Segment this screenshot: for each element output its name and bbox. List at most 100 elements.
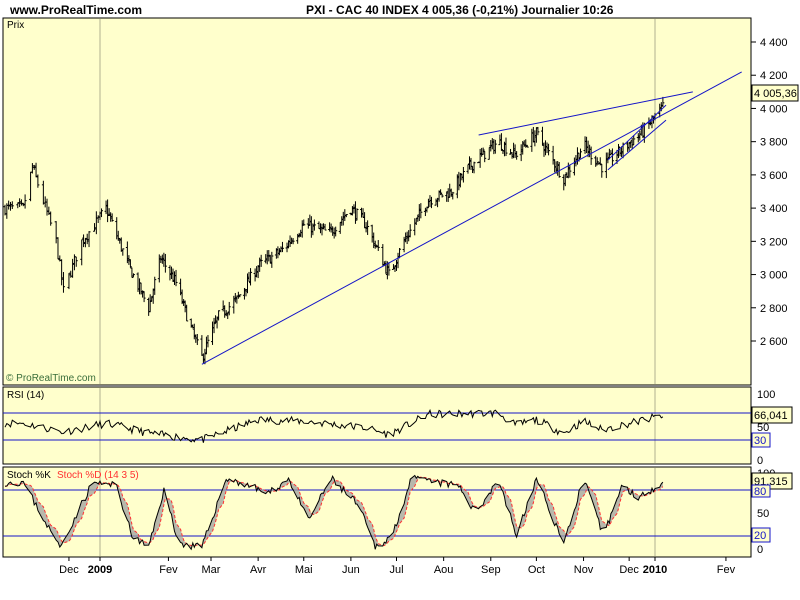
month-label: Aou [434, 564, 454, 576]
chart-title: PXI - CAC 40 INDEX 4 005,36 (-0,21%) Jou… [306, 3, 614, 17]
ohlc-bar [525, 144, 529, 148]
ohlc-bar [93, 223, 97, 232]
ohlc-bar [398, 248, 402, 259]
ohlc-bar [472, 161, 476, 174]
ohlc-bar [595, 157, 599, 166]
ohlc-bar [302, 219, 306, 226]
ohlc-bar [387, 262, 391, 276]
ohlc-bar [440, 193, 444, 198]
ohlc-bar [80, 239, 84, 266]
stoch-k-label: Stoch %K [7, 470, 51, 481]
ohlc-bar [291, 238, 295, 245]
rsi-axis: 100 50 0 [757, 389, 775, 467]
ohlc-bar [34, 162, 38, 178]
ohlc-bar [49, 211, 53, 226]
ohlc-bar [71, 258, 75, 278]
price-tick-label: 2 800 [760, 303, 788, 315]
month-label: Dec [619, 564, 639, 576]
year-gridlines [99, 19, 656, 556]
ohlc-bar [547, 143, 551, 156]
stoch-k-line [4, 474, 664, 551]
stoch-lower-text: 20 [754, 530, 766, 542]
price-tick-label: 3 200 [760, 236, 788, 248]
trendlines [201, 71, 742, 365]
ohlc-bar [451, 191, 455, 200]
ohlc-bar [499, 133, 503, 151]
ohlc-bar [83, 237, 87, 248]
month-label: Oct [528, 564, 545, 576]
ohlc-bar [18, 198, 22, 208]
rsi-panel [2, 386, 752, 465]
ohlc-bar [153, 276, 157, 295]
rsi-tick-label: 50 [757, 422, 769, 434]
ohlc-bar [568, 165, 572, 178]
ohlc-bar [16, 202, 20, 209]
price-tick-label: 3 800 [760, 137, 788, 149]
price-tick-label: 3 400 [760, 203, 788, 215]
ohlc-bar [60, 259, 64, 286]
x-axis: Dec 2009 Fev Mar Avr Mai Jun Jul Aou Sep Oct Nov Dec… [59, 557, 736, 576]
ohlc-bar [536, 126, 540, 136]
ohlc-bar [270, 251, 274, 268]
last-price-text: 4 005,36 [754, 88, 797, 100]
ohlc-bar [67, 272, 71, 290]
ohlc-bar [206, 335, 210, 348]
month-label: Dec [59, 564, 79, 576]
ohlc-bar [493, 139, 497, 154]
ohlc-bar [142, 291, 146, 303]
price-axis: 4 400 4 200 4 000 3 800 3 600 3 400 3 200 3 000… [751, 37, 788, 348]
ohlc-bar [249, 268, 253, 286]
stoch-levels [3, 489, 751, 537]
price-panel-label: Prix [7, 20, 24, 31]
trendline [607, 104, 667, 161]
ohlc-bar [600, 163, 604, 178]
stoch-tick-label: 50 [757, 508, 769, 520]
ohlc-bar [87, 231, 91, 248]
ohlc-bar [661, 96, 665, 107]
stoch-lower-badge: 20 [751, 527, 771, 543]
month-label: Fev [159, 564, 178, 576]
ohlc-bar [515, 151, 519, 160]
ohlc-series [3, 96, 665, 365]
ohlc-bar [32, 164, 36, 170]
ohlc-bar [334, 226, 338, 237]
ohlc-bar [481, 147, 485, 156]
stoch-upper-badge: 80 [751, 484, 771, 498]
ohlc-bar [610, 148, 614, 167]
ohlc-bar [355, 208, 359, 221]
price-panel [2, 17, 752, 386]
ohlc-bar [238, 294, 242, 298]
ohlc-bar [30, 163, 34, 174]
month-label: Avr [250, 564, 267, 576]
ohlc-bar [376, 240, 380, 251]
ohlc-bar [483, 150, 487, 163]
ohlc-bar [195, 334, 199, 346]
ohlc-bar [23, 194, 27, 209]
ohlc-bar [85, 233, 89, 245]
trendline [607, 119, 667, 171]
rsi-panel-label: RSI (14) [7, 390, 44, 401]
price-tick-label: 4 000 [760, 103, 788, 115]
last-price-badge: 4 005,36 [751, 84, 799, 102]
ohlc-bar [36, 174, 40, 188]
stoch-tick-label: 0 [757, 544, 763, 556]
ohlc-bar [19, 199, 23, 206]
month-label: Mar [202, 564, 221, 576]
ohlc-bar [82, 234, 86, 248]
rsi-value-badge: 66,041 [751, 406, 793, 424]
ohlc-bar [419, 203, 423, 219]
ohlc-bar [344, 214, 348, 218]
ohlc-bar [217, 310, 221, 321]
ohlc-bar [557, 162, 561, 178]
ohlc-bar [163, 253, 167, 273]
ohlc-bar [280, 241, 284, 253]
ohlc-bar [242, 287, 246, 300]
ohlc-bar [8, 201, 12, 211]
ohlc-bar [429, 196, 433, 209]
month-label: Fev [717, 564, 736, 576]
ohlc-bar [323, 223, 327, 231]
ohlc-bar [212, 317, 216, 334]
ohlc-bar [227, 301, 231, 316]
ohlc-bar [131, 273, 135, 277]
ohlc-bar [185, 304, 189, 322]
